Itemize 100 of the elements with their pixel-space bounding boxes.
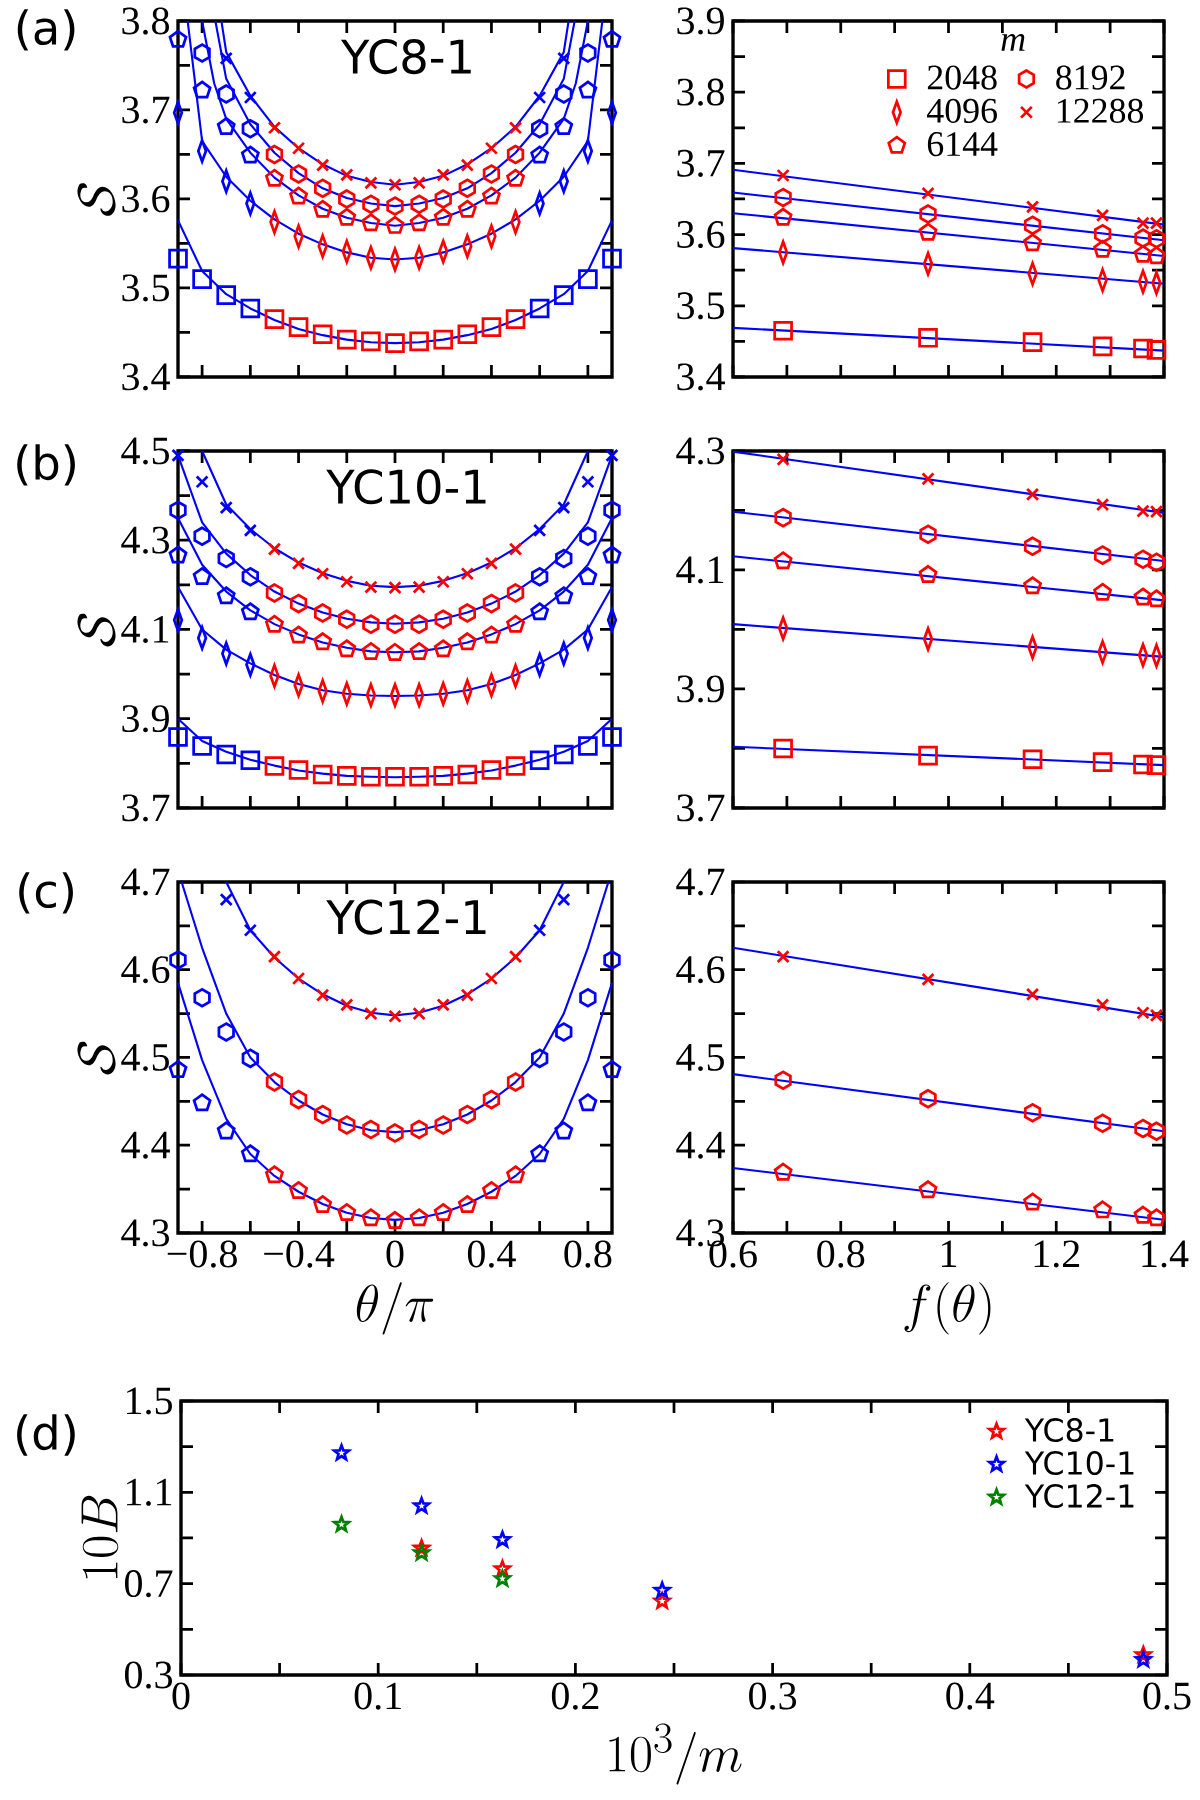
- y-axis-title: $\mathcal{S}$: [77, 183, 116, 216]
- x-axis-title: $10^3/m$: [609, 1723, 742, 1785]
- point: [1093, 239, 1112, 258]
- point: [918, 1180, 938, 1199]
- point: [1133, 587, 1153, 606]
- point: [1025, 987, 1040, 1002]
- point: [219, 892, 233, 907]
- text: (a): [17, 9, 75, 51]
- point: [776, 452, 790, 467]
- point: [192, 269, 212, 289]
- point: [340, 575, 354, 589]
- point: [385, 215, 405, 234]
- point: [192, 567, 212, 586]
- point: [553, 285, 574, 305]
- point: [409, 1208, 429, 1227]
- point: [578, 80, 598, 99]
- point: [385, 642, 405, 661]
- point: [1134, 549, 1152, 570]
- x-tick-label: 1: [942, 1240, 957, 1267]
- point: [241, 118, 260, 139]
- point: [1023, 215, 1042, 236]
- point: [330, 1513, 353, 1534]
- point: [919, 204, 937, 224]
- point: [409, 642, 429, 660]
- point: [1093, 582, 1112, 601]
- point: [312, 324, 333, 345]
- point: [481, 317, 502, 337]
- point: [1095, 208, 1110, 223]
- point: [313, 603, 332, 623]
- point: [386, 1123, 404, 1143]
- y-tick-label: 3.6: [677, 221, 725, 249]
- point: [434, 189, 452, 209]
- y-tick-label: 3.9: [677, 675, 724, 703]
- point: [168, 545, 188, 564]
- point: [508, 121, 523, 135]
- point: [1133, 244, 1153, 263]
- y-tick-label: 4.1: [676, 556, 724, 584]
- point: [605, 448, 619, 463]
- legend-label: YC10-1: [1024, 1451, 1134, 1475]
- point: [921, 472, 935, 486]
- point: [506, 1165, 525, 1184]
- point: [1133, 338, 1153, 359]
- y-tick-label: 3.6: [122, 185, 170, 213]
- x-tick-label: −0.4: [264, 1240, 335, 1268]
- point: [505, 756, 526, 776]
- point: [409, 766, 429, 787]
- point: [168, 727, 188, 747]
- point: [555, 548, 573, 569]
- point: [171, 448, 185, 463]
- point: [458, 178, 477, 199]
- point: [265, 1165, 284, 1184]
- point: [508, 949, 523, 964]
- point: [457, 1195, 477, 1214]
- point: [219, 500, 233, 515]
- point: [918, 564, 938, 583]
- point: [557, 500, 571, 515]
- point: [240, 750, 261, 771]
- text: (c): [19, 872, 73, 914]
- point: [289, 186, 308, 205]
- point: [265, 144, 284, 165]
- point: [491, 1528, 514, 1550]
- point: [530, 602, 550, 621]
- y-tick-label: 0.3: [124, 1661, 172, 1689]
- point: [337, 207, 357, 226]
- point: [216, 117, 236, 136]
- point: [481, 760, 502, 780]
- y-axis-title: $10B$: [81, 1495, 119, 1579]
- point: [530, 118, 549, 139]
- point: [506, 614, 525, 633]
- point: [603, 950, 621, 970]
- point: [313, 1104, 332, 1125]
- point: [602, 545, 622, 564]
- point: [412, 580, 426, 594]
- y-tick-label: 4.6: [676, 956, 725, 984]
- point: [436, 575, 450, 589]
- point: [773, 738, 793, 759]
- point: [532, 523, 547, 538]
- y-tick-label: 3.9: [122, 705, 169, 733]
- point: [337, 639, 357, 658]
- legend-label: 8192: [1056, 65, 1125, 90]
- point: [291, 971, 306, 986]
- line-series: [201, 449, 589, 589]
- point: [313, 632, 333, 651]
- point: [433, 639, 453, 658]
- x-tick-label: 0.2: [551, 1682, 599, 1710]
- x-axis-title: $\theta/\pi$: [356, 1282, 434, 1335]
- point: [361, 331, 381, 352]
- point: [412, 1006, 426, 1021]
- point: [169, 500, 187, 521]
- point: [484, 971, 499, 986]
- point: [243, 90, 258, 105]
- y-tick-label: 4.7: [121, 868, 170, 896]
- point: [578, 567, 598, 586]
- y-tick-label: 3.5: [122, 274, 169, 302]
- point: [529, 750, 550, 771]
- point: [1147, 229, 1166, 249]
- point: [457, 632, 477, 651]
- x-tick-label: 0.1: [354, 1682, 401, 1710]
- point: [192, 80, 212, 99]
- point: [433, 766, 454, 786]
